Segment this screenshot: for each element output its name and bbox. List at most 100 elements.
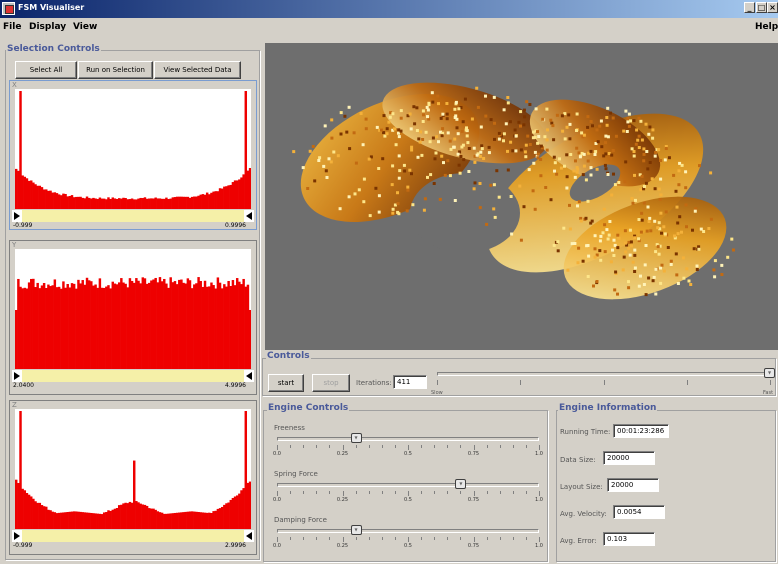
histogram-bar: [77, 511, 80, 529]
point-cloud-point: [623, 241, 627, 245]
histogram-bar: [17, 483, 20, 529]
histogram-z-plot[interactable]: [15, 409, 251, 529]
range-slider-x[interactable]: [12, 210, 254, 222]
histogram-y-plot[interactable]: [15, 249, 251, 369]
range-min-handle[interactable]: [12, 370, 22, 382]
histogram-y-panel[interactable]: Y 2.0400 4.9996: [9, 240, 257, 395]
speed-slider-track[interactable]: [437, 372, 770, 376]
slider-tick: [329, 491, 331, 494]
slider-tick: [525, 537, 527, 540]
point-cloud-point: [712, 268, 716, 272]
histogram-bar: [182, 282, 185, 369]
range-slider-z[interactable]: [12, 530, 254, 542]
point-cloud-point: [546, 128, 549, 132]
point-cloud-point: [651, 136, 655, 140]
histogram-bar: [81, 512, 84, 529]
engine-slider-thumb[interactable]: ▼: [455, 479, 467, 489]
histogram-bar: [32, 498, 35, 529]
point-cloud-point: [657, 148, 661, 152]
engine-slider-track[interactable]: [277, 437, 539, 441]
point-cloud-point: [640, 211, 644, 215]
histogram-bar: [105, 199, 108, 209]
point-cloud-point: [526, 134, 530, 138]
point-cloud-point: [527, 168, 531, 172]
engine-slider-track[interactable]: [277, 483, 539, 487]
range-max-handle[interactable]: [244, 370, 254, 382]
engine-slider-track[interactable]: [277, 529, 539, 533]
select-all-button[interactable]: Select All: [15, 61, 77, 79]
point-cloud-render[interactable]: [265, 43, 778, 350]
point-cloud-lobe: [563, 196, 727, 300]
slider-tick: [525, 491, 527, 494]
point-cloud-point: [449, 147, 453, 151]
point-cloud-point: [608, 220, 612, 223]
close-button[interactable]: ×: [767, 2, 778, 13]
histogram-bar: [242, 174, 245, 209]
histogram-bar: [167, 513, 170, 529]
histogram-bar: [57, 194, 61, 209]
histogram-z-panel[interactable]: Z -0.999 2.9996: [9, 400, 257, 555]
speed-max-label: Fast: [763, 390, 774, 396]
histogram-x-panel[interactable]: X -0.999 0.9996: [9, 80, 257, 230]
point-cloud-point: [393, 203, 397, 207]
histogram-bar: [229, 286, 232, 369]
point-cloud-point: [452, 145, 456, 149]
point-cloud-point: [566, 268, 570, 272]
point-cloud-point: [323, 124, 327, 128]
iterations-field[interactable]: 411: [393, 375, 427, 389]
point-cloud-point: [539, 144, 543, 148]
histogram-bar: [66, 284, 69, 369]
histogram-bar: [139, 197, 142, 209]
slider-tick: [499, 445, 501, 448]
point-cloud-point: [411, 203, 415, 207]
point-cloud-point: [567, 113, 571, 117]
range-max-handle[interactable]: [244, 530, 254, 542]
histogram-bar: [235, 278, 239, 369]
point-cloud-point: [611, 149, 615, 152]
range-slider-y[interactable]: [12, 370, 254, 382]
menu-view[interactable]: View: [73, 22, 98, 32]
range-min-handle[interactable]: [12, 530, 22, 542]
point-cloud-point: [397, 131, 400, 135]
stop-button[interactable]: stop: [312, 374, 350, 392]
point-cloud-point: [651, 128, 655, 132]
point-cloud-point: [484, 114, 488, 118]
point-cloud-point: [632, 119, 636, 123]
point-cloud-point: [579, 219, 583, 223]
range-min-handle[interactable]: [12, 210, 22, 222]
histogram-bar: [55, 513, 59, 529]
run-on-selection-button[interactable]: Run on Selection: [78, 61, 153, 79]
point-cloud-point: [617, 236, 621, 240]
start-button[interactable]: start: [268, 374, 304, 392]
point-cloud-point: [586, 115, 590, 119]
speed-slider-thumb[interactable]: ▼: [764, 368, 775, 378]
slider-tick: [394, 445, 396, 448]
histogram-bar: [225, 186, 228, 209]
histogram-bar: [220, 506, 224, 529]
point-cloud-point: [485, 222, 489, 226]
histogram-bar: [21, 488, 24, 529]
point-cloud-point: [713, 259, 717, 263]
point-cloud-point: [472, 187, 476, 191]
point-cloud-point: [593, 247, 597, 251]
point-cloud-point: [327, 157, 331, 161]
histogram-bar: [160, 198, 164, 209]
point-cloud-point: [565, 153, 569, 157]
menu-help[interactable]: Help: [755, 22, 778, 32]
point-cloud-point: [589, 166, 593, 170]
visualization-canvas[interactable]: [265, 43, 778, 350]
view-selected-data-button[interactable]: View Selected Data: [154, 61, 241, 79]
minimize-button[interactable]: _: [744, 2, 755, 13]
engine-slider-thumb[interactable]: ▼: [350, 433, 362, 443]
maximize-button[interactable]: □: [756, 2, 767, 13]
histogram-x-plot[interactable]: [15, 89, 251, 209]
engine-slider-thumb[interactable]: ▼: [350, 525, 362, 535]
point-cloud-point: [612, 254, 616, 257]
range-max-handle[interactable]: [244, 210, 254, 222]
histogram-bar: [178, 196, 181, 209]
point-cloud-point: [470, 117, 474, 121]
menu-display[interactable]: Display: [29, 22, 67, 32]
point-cloud-point: [473, 154, 477, 158]
histogram-bar: [223, 284, 226, 369]
menu-file[interactable]: File: [3, 22, 22, 32]
